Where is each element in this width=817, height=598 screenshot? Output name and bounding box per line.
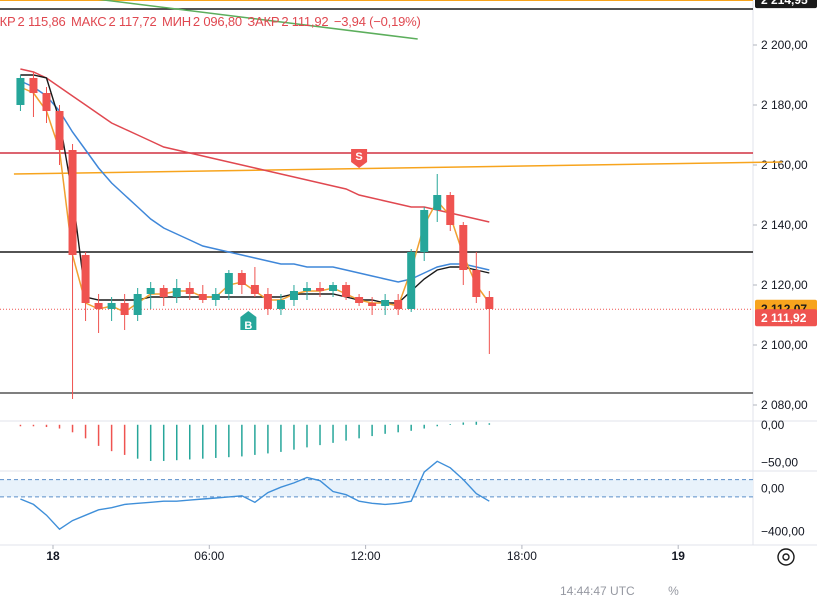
sell-signal-shape xyxy=(351,149,368,168)
gear-icon xyxy=(777,548,795,566)
candle-body xyxy=(107,303,116,309)
candle-body xyxy=(302,288,311,291)
candle-body xyxy=(133,294,142,315)
candle-body xyxy=(42,93,51,111)
bottom-status: 14:44:47 UTC % xyxy=(560,584,679,598)
candle-body xyxy=(159,288,168,297)
low-value: 2 096,80 xyxy=(192,14,242,29)
price-tick-label: 2 120,00 xyxy=(761,278,808,292)
candle-body xyxy=(446,195,455,225)
candle-body xyxy=(185,288,194,294)
candle-body xyxy=(316,288,325,291)
candle-body xyxy=(472,270,481,297)
candle-body xyxy=(55,111,64,150)
time-tick-label: 12:00 xyxy=(351,549,381,563)
sell-signal-marker: S xyxy=(351,149,368,168)
open-value: 2 115,86 xyxy=(17,14,66,29)
green-ma-line xyxy=(98,0,418,40)
clock-time: 14:44:47 UTC xyxy=(560,584,635,598)
histogram-tick-label: 0,00 xyxy=(761,418,785,432)
chart-settings-button[interactable] xyxy=(775,546,797,568)
high-value: 2 117,72 xyxy=(108,14,157,29)
close-label: ЗАКР xyxy=(247,14,280,29)
candle-body xyxy=(198,294,207,300)
trend-line xyxy=(13,161,783,175)
price-tick-label: 2 200,00 xyxy=(761,38,808,52)
candle-body xyxy=(68,150,77,255)
candle-body xyxy=(381,300,390,306)
price-label-box xyxy=(755,309,817,327)
candle-body xyxy=(276,300,285,309)
price-tick-label: 2 100,00 xyxy=(761,338,808,352)
open-label: ОТКР xyxy=(0,14,16,29)
candle-body xyxy=(250,285,259,294)
oscillator-tick-label: −400,00 xyxy=(761,524,805,538)
price-tick-label: 2 140,00 xyxy=(761,218,808,232)
candle-body xyxy=(94,303,103,309)
candle-body xyxy=(433,195,442,210)
close-value: 2 111,92 xyxy=(281,14,329,29)
time-tick-label: 06:00 xyxy=(194,549,224,563)
time-tick-label: 18:00 xyxy=(507,549,537,563)
candle-body xyxy=(368,303,377,306)
change-value: −3,94 (−0,19%) xyxy=(333,14,421,29)
candle-body xyxy=(211,294,220,300)
candle-body xyxy=(172,288,181,297)
candle-body xyxy=(289,291,298,300)
candle-body xyxy=(329,285,338,291)
candle-body xyxy=(420,210,429,252)
price-tick-label: 2 180,00 xyxy=(761,98,808,112)
candle-body xyxy=(237,273,246,285)
time-tick-label: 19 xyxy=(672,549,686,563)
price-tick-label: 2 080,00 xyxy=(761,398,808,412)
sell-signal-label: S xyxy=(355,151,362,163)
time-tick-label: 18 xyxy=(46,549,60,563)
low-label: МИН xyxy=(161,14,191,29)
candle-body xyxy=(355,297,364,303)
price-label-text: 2 214,95 xyxy=(761,0,808,7)
buy-signal-marker: B xyxy=(240,311,257,332)
candle-body xyxy=(146,288,155,294)
oscillator-line xyxy=(20,460,490,531)
histogram-tick-label: −50,00 xyxy=(761,455,798,469)
candle-body xyxy=(485,297,494,309)
candle-body xyxy=(29,78,38,93)
high-label: МАКС xyxy=(70,14,107,29)
price-label-text: 2 111,92 xyxy=(761,311,807,325)
buy-signal-shape xyxy=(240,311,257,330)
price-tick-label: 2 160,00 xyxy=(761,158,808,172)
moving-average-line xyxy=(20,68,490,223)
percent-toggle[interactable]: % xyxy=(668,584,679,598)
candle-body xyxy=(263,294,272,309)
oscillator-band xyxy=(0,479,753,497)
buy-signal-label: B xyxy=(244,320,252,332)
price-label-box xyxy=(755,0,817,9)
oscillator-tick-label: 0,00 xyxy=(761,481,785,495)
candle-body xyxy=(394,300,403,309)
candle-body xyxy=(342,285,351,297)
candle-body xyxy=(224,273,233,294)
candle-body xyxy=(459,225,468,270)
candle-body xyxy=(16,78,25,105)
candle-body xyxy=(120,303,129,315)
candle-body xyxy=(81,255,90,303)
candle-body xyxy=(407,252,416,309)
